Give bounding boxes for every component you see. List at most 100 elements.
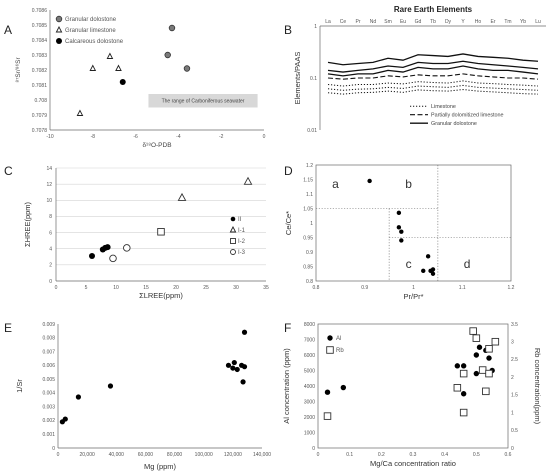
y-axis-tick-label: 5000 <box>304 368 315 374</box>
y-axis-tick-label: 0.8 <box>306 279 313 285</box>
x-axis-tick-label: -10 <box>46 134 53 140</box>
x-axis-tick-label: 25 <box>203 285 209 291</box>
y-axis-tick-label: 1.15 <box>303 177 313 183</box>
x-axis-tick-label: 0 <box>57 452 60 458</box>
panel-f-al-rb-mgca-plot: F0 0.1 0.2 0.3 0.4 0.5 0.601000200030004000500… <box>282 321 542 468</box>
panel-e-mg-strontium-plot: E 0 20,000 40,000 60,000 80,000 100,000 120,000… <box>4 321 271 471</box>
legend-label: I-1 <box>238 228 246 234</box>
data-point <box>62 416 68 422</box>
panel-a-strontium-oxygen-plot: A -10 -8 -6 -4 -2 0 0.7078 0.7079 0.708 0.7081 0.70… <box>4 8 266 149</box>
x-axis-tick-label: 60,000 <box>138 452 154 458</box>
legend-label: II <box>238 217 242 223</box>
x-axis-tick-label: -4 <box>176 134 181 140</box>
panel-label: A <box>4 23 12 37</box>
x-axis-tick-label: Yb <box>520 19 526 25</box>
data-point <box>104 244 111 251</box>
data-point <box>123 244 131 252</box>
y2-axis-tick-label: 2.5 <box>511 357 518 363</box>
data-point <box>396 210 402 216</box>
y-axis-tick-label: 0 <box>52 446 55 452</box>
data-point <box>106 52 114 59</box>
y-axis-tick-label: 0.7083 <box>32 53 48 59</box>
y2-axis-tick-label: 3 <box>511 340 514 346</box>
y-axis-tick-label: 0.708 <box>34 98 47 104</box>
data-point <box>225 362 232 368</box>
x-axis-tick-label: 1.1 <box>459 285 466 291</box>
y-axis-tick-label: 1.1 <box>306 192 313 198</box>
legend-label: Partially dolomitized limestone <box>431 113 504 119</box>
y-axis-tick-label: 0.7082 <box>32 68 48 74</box>
data-point <box>241 364 248 370</box>
x-axis-tick-label: 0 <box>263 134 266 140</box>
y2-axis-tick-label: 3.5 <box>511 322 518 328</box>
data-point <box>243 176 253 185</box>
y-axis-tick-label: 0.008 <box>42 336 55 342</box>
chart-title: Rare Earth Elements <box>394 5 473 14</box>
x-axis-tick-label: Y <box>461 19 465 25</box>
y-axis-tick-label: 2000 <box>304 415 315 421</box>
panel-b-ree-pattern-plot: B Rare Earth Elements La Ce Pr Nd Sm Eu Gd Tb Dy Y H… <box>284 5 546 134</box>
plot-frame <box>315 164 512 282</box>
region-label: b <box>405 177 412 191</box>
x-axis-tick-label: 100,000 <box>195 452 213 458</box>
series-line <box>327 65 539 77</box>
x-axis-tick-label: -8 <box>91 134 96 140</box>
data-point <box>89 64 97 71</box>
x-axis-tick-label: 1 <box>412 285 415 291</box>
y-axis-tick-label: 7000 <box>304 337 315 343</box>
y-axis-tick-label: 0.007 <box>42 349 55 355</box>
data-point <box>119 79 126 85</box>
legend-label: Rb <box>336 348 344 354</box>
data-point <box>430 267 436 272</box>
y-axis-tick-label: 10 <box>46 198 52 204</box>
data-point <box>430 271 436 276</box>
data-point <box>454 363 461 369</box>
data-point <box>482 387 490 396</box>
x-axis-tick-label: Tm <box>504 19 511 25</box>
x-axis-tick-label: 5 <box>85 285 88 291</box>
x-axis-tick-label: Ho <box>475 19 482 25</box>
x-axis-tick-label: 1.2 <box>508 285 515 291</box>
series-line <box>327 89 539 95</box>
y-axis-tick-label: 2 <box>49 263 52 269</box>
x-axis-tick-label: -2 <box>219 134 224 140</box>
x-axis-tick-label: 0 <box>317 452 320 458</box>
data-point <box>234 366 240 373</box>
data-point <box>485 345 493 353</box>
panel-label: C <box>4 164 13 178</box>
data-point <box>157 228 165 236</box>
x-axis-tick-label: Dy <box>445 19 452 25</box>
y-axis-tick-label: 6 <box>49 230 52 236</box>
y-axis-tick-label: 0.7079 <box>32 113 48 119</box>
x-axis-tick-label: Gd <box>415 19 422 25</box>
y2-axis-tick-label: 0.5 <box>511 428 518 434</box>
panel-d-ce-pr-anomaly-plot: D 0.8 0.9 1 1.1 1.2 0.8 0.85 0.9 0.95 1 1.05 1.1 1.15… <box>284 163 515 301</box>
x-axis-tick-label: 0.8 <box>313 285 320 291</box>
data-point <box>323 412 332 420</box>
x-axis-title: Mg/Ca concentration ratio <box>370 459 456 468</box>
x-axis-tick-label: 30 <box>233 285 239 291</box>
y-axis-title: 1/Sr <box>15 379 24 393</box>
y-axis-tick-label: 8000 <box>304 322 315 328</box>
x-axis-tick-label: 0.2 <box>378 452 385 458</box>
y-axis-tick-label: 3000 <box>304 399 315 405</box>
data-point <box>340 384 347 391</box>
data-point <box>421 268 426 274</box>
x-axis-tick-label: 40,000 <box>109 452 125 458</box>
y-axis-tick-label: 0 <box>49 279 52 285</box>
legend-marker <box>326 346 334 354</box>
data-point <box>89 252 95 259</box>
y-axis-tick-label: 0.7084 <box>32 38 48 44</box>
x-axis-tick-label: 120,000 <box>224 452 242 458</box>
data-point <box>109 254 117 263</box>
x-axis-title: Mg (ppm) <box>144 462 177 471</box>
x-axis-tick-label: 0.3 <box>410 452 417 458</box>
x-axis-tick-label: 0.6 <box>505 452 512 458</box>
x-axis-tick-label: La <box>325 19 331 25</box>
y2-axis-tick-label: 0 <box>511 446 514 452</box>
y-axis-title: ΣHREE(ppm) <box>23 201 32 247</box>
y-axis-tick-label: 0.003 <box>42 404 55 410</box>
y-axis-tick-label: 0.009 <box>42 322 55 328</box>
legend-label: I-3 <box>238 250 246 256</box>
y-axis-tick-label: 1.2 <box>306 163 313 169</box>
